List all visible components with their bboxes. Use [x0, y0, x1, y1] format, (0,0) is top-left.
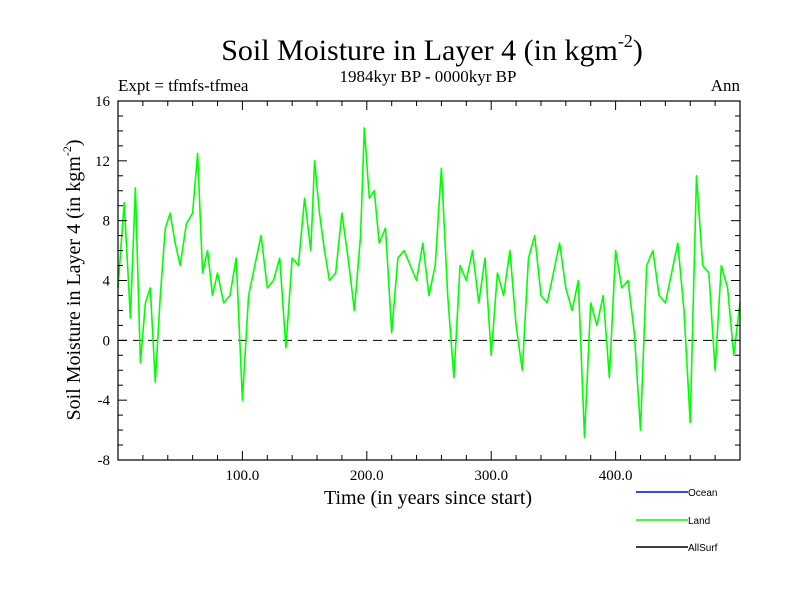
- experiment-label: Expt = tfmfs-tfmea: [118, 76, 249, 95]
- x-tick-label: 400.0: [599, 468, 633, 484]
- chart-title: Soil Moisture in Layer 4 (in kgm-2): [221, 31, 643, 67]
- legend-label-allsurf: AllSurf: [688, 543, 718, 554]
- legend-label-land: Land: [688, 516, 710, 527]
- legend-label-ocean: Ocean: [688, 488, 717, 499]
- y-tick-label: 4: [103, 274, 111, 290]
- chart-title-superscript: -2: [618, 31, 633, 51]
- x-tick-label: 300.0: [474, 468, 508, 484]
- y-tick-label: -8: [98, 453, 111, 469]
- x-tick-label: 100.0: [226, 468, 260, 484]
- y-tick-label: 0: [103, 333, 111, 349]
- chart-title-close: ): [633, 34, 643, 67]
- y-axis-label-close: ): [63, 139, 85, 146]
- chart-subtitle: 1984kyr BP - 0000kyr BP: [340, 67, 517, 86]
- y-tick-label: -4: [98, 393, 111, 409]
- y-axis-label: Soil Moisture in Layer 4 (in kgm-2): [60, 139, 85, 420]
- plot-area: -8 -4 0 4 8 12 16 100.0 200.0 300.0 400.0: [95, 94, 741, 484]
- x-tick-label: 200.0: [350, 468, 384, 484]
- y-axis-label-superscript: -2: [60, 146, 74, 156]
- y-tick-label: 8: [103, 214, 111, 230]
- chart-title-text: Soil Moisture in Layer 4 (in kgm: [221, 34, 618, 67]
- series-line-land: [117, 127, 741, 439]
- x-axis-label: Time (in years since start): [324, 487, 532, 509]
- y-tick-label: 16: [95, 94, 111, 110]
- y-tick-label: 12: [95, 154, 110, 170]
- season-label: Ann: [711, 76, 741, 95]
- y-axis-label-text: Soil Moisture in Layer 4 (in kgm: [63, 156, 85, 421]
- legend: Ocean Land AllSurf: [636, 488, 718, 554]
